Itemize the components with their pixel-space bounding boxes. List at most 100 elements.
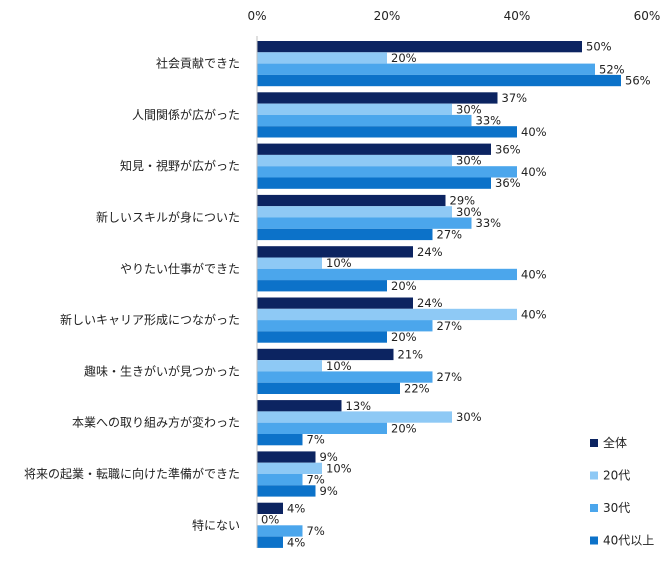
bar (257, 52, 387, 64)
category-label: 社会貢献できた (156, 56, 240, 71)
category-label: 知見・視野が広がった (120, 158, 240, 173)
bar (257, 154, 452, 167)
x-tick-label: 40% (504, 9, 531, 23)
bar (257, 434, 303, 446)
category-label: 新しいキャリア形成につながった (60, 312, 240, 327)
legend: 全体 20代 30代 40代以上 (590, 435, 654, 548)
bar (257, 297, 413, 309)
bar (257, 360, 322, 372)
data-label: 33% (476, 114, 502, 128)
bar (257, 320, 433, 332)
bar (257, 217, 472, 229)
bar (257, 206, 452, 218)
data-label: 20% (391, 279, 417, 293)
bar (257, 308, 517, 321)
data-label: 4% (287, 501, 305, 515)
data-label: 20% (391, 330, 417, 344)
data-label: 29% (450, 194, 476, 208)
category-label: 特にない (192, 517, 240, 532)
data-label: 9% (320, 484, 338, 498)
x-tick-label: 20% (374, 9, 401, 23)
category-label: 本業への取り組み方が変わった (72, 415, 240, 430)
x-tick-label: 60% (634, 9, 661, 23)
category-label: 将来の起業・転職に向けた準備ができた (24, 466, 240, 481)
category-label: 人間関係が広がった (132, 107, 240, 122)
data-label: 33% (476, 216, 502, 230)
bar (257, 257, 322, 269)
data-label: 40% (521, 307, 547, 321)
data-label: 7% (307, 473, 325, 487)
x-tick-label: 0% (247, 9, 266, 23)
bar (257, 41, 582, 53)
data-label: 40% (521, 125, 547, 139)
bar (257, 143, 491, 155)
data-label: 27% (437, 370, 463, 384)
category-label: 趣味・生きがいが見つかった (84, 363, 240, 378)
bar (257, 280, 387, 292)
bar (257, 114, 472, 127)
bars (257, 41, 621, 548)
data-label: 30% (456, 410, 482, 424)
data-label: 30% (456, 205, 482, 219)
bar (257, 63, 595, 75)
legend-swatch (590, 439, 598, 447)
bar (257, 451, 316, 463)
data-label: 36% (495, 176, 521, 190)
data-label: 21% (398, 347, 424, 361)
bar (257, 103, 452, 115)
legend-swatch (590, 471, 598, 480)
bar (257, 126, 517, 138)
bar (257, 400, 342, 412)
data-label: 10% (326, 461, 352, 475)
data-label: 24% (417, 296, 443, 310)
legend-label: 40代以上 (603, 534, 654, 548)
data-label: 9% (320, 450, 338, 464)
bar (257, 194, 446, 207)
legend-label: 20代 (603, 469, 630, 483)
data-label: 52% (599, 62, 625, 76)
data-label: 10% (326, 359, 352, 373)
bar (257, 382, 400, 394)
data-label: 40% (521, 165, 547, 179)
data-label: 30% (456, 154, 482, 168)
data-label: 50% (586, 40, 612, 54)
bar (257, 92, 498, 104)
bar (257, 462, 322, 474)
data-label: 27% (437, 319, 463, 333)
data-label: 20% (391, 51, 417, 65)
category-label: やりたい仕事ができた (120, 261, 240, 276)
bar (257, 502, 283, 514)
data-labels: 50%20%52%56%37%30%33%40%36%30%40%36%29%3… (261, 40, 651, 550)
data-label: 10% (326, 256, 352, 270)
x-axis-ticks: 0% 20% 40% 60% (247, 9, 660, 23)
data-label: 40% (521, 267, 547, 281)
bar (257, 268, 517, 281)
data-label: 0% (261, 513, 279, 527)
data-label: 30% (456, 102, 482, 116)
bar (257, 246, 413, 258)
bar (257, 371, 433, 383)
bar (257, 525, 303, 537)
bar (257, 331, 387, 343)
data-label: 22% (404, 381, 430, 395)
bar (257, 166, 517, 178)
data-label: 4% (287, 535, 305, 549)
data-label: 37% (502, 91, 528, 105)
category-labels: 社会貢献できた人間関係が広がった知見・視野が広がった新しいスキルが身についたやり… (24, 56, 240, 533)
data-label: 7% (307, 524, 325, 538)
data-label: 7% (307, 433, 325, 447)
legend-label: 全体 (603, 435, 627, 450)
bar (257, 228, 433, 241)
bar (257, 411, 452, 423)
data-label: 27% (437, 227, 463, 241)
data-label: 56% (625, 74, 651, 88)
data-label: 20% (391, 421, 417, 435)
data-label: 24% (417, 245, 443, 259)
bar (257, 74, 621, 87)
bar (257, 474, 303, 486)
legend-label: 30代 (603, 501, 630, 515)
legend-swatch (590, 536, 598, 545)
bar (257, 177, 491, 189)
data-label: 13% (346, 399, 372, 413)
